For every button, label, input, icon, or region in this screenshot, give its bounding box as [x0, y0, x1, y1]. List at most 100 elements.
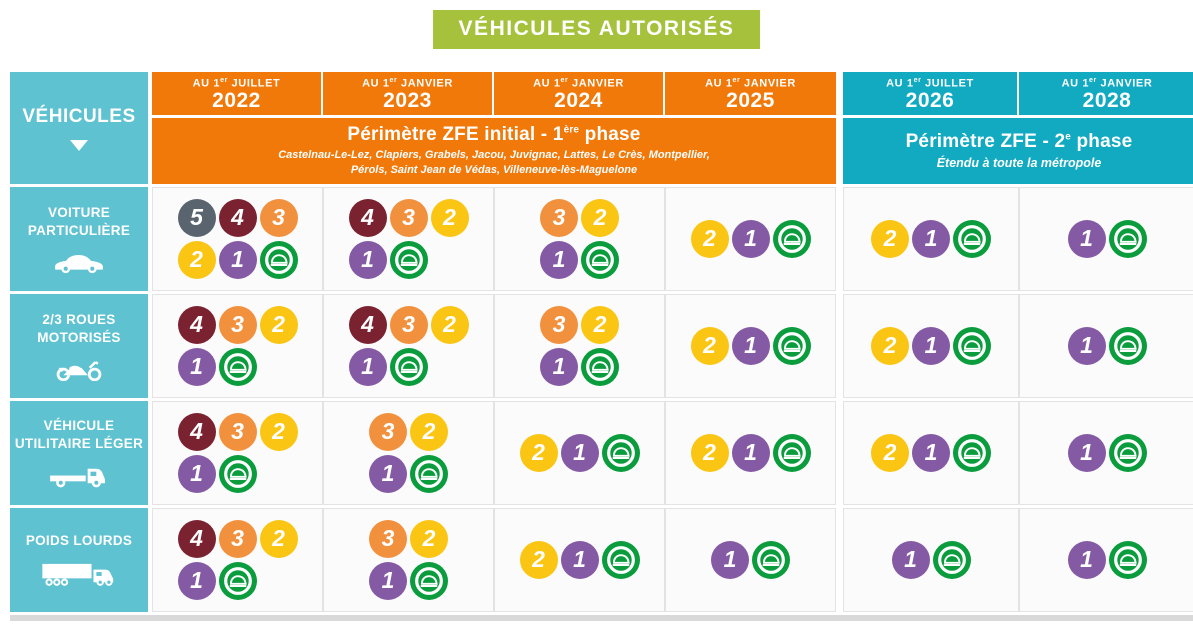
critair-badge-1: 1: [1067, 327, 1106, 365]
phase1-header: Périmètre ZFE initial - 1ère phase Caste…: [152, 118, 836, 184]
critair-electric-badge: [259, 241, 298, 279]
critair-badge-3: 3: [389, 306, 428, 344]
critair-badge-1: 1: [348, 348, 387, 386]
critair-electric-badge: [772, 220, 811, 258]
critair-badge-1: 1: [369, 455, 407, 493]
critair-electric-badge: [218, 562, 257, 600]
semi-truck-icon: [40, 561, 118, 588]
critair-badge-3: 3: [369, 520, 407, 558]
critair-badge-2: 2: [581, 306, 619, 344]
vehicles-table: VÉHICULES Périmètre ZFE initial - 1ère p…: [10, 72, 1193, 612]
critair-badge-4: 4: [177, 520, 216, 558]
cell-2-3-roues-motorises-2028: 1: [1019, 294, 1193, 398]
row-label-text: VÉHICULE UTILITAIRE LÉGER: [14, 417, 144, 451]
critair-badge-2: 2: [519, 541, 558, 579]
critair-badge-1: 1: [731, 434, 770, 472]
badge-line: 1: [369, 455, 448, 493]
phase2-title-sup: e: [1065, 131, 1072, 143]
critair-badge-1: 1: [1067, 541, 1106, 579]
column-date-label: AU 1er JUILLET: [886, 77, 974, 90]
column-header-2022: AU 1er JUILLET 2022: [152, 72, 323, 115]
column-header-2023: AU 1er JANVIER 2023: [323, 72, 494, 115]
critair-badge-3: 3: [389, 199, 428, 237]
badge-group: 1: [1067, 325, 1147, 367]
critair-badge-1: 1: [891, 541, 930, 579]
critair-badge-2: 2: [430, 306, 469, 344]
critair-badge-1: 1: [177, 455, 216, 493]
critair-electric-badge: [953, 220, 991, 258]
critair-electric-badge: [389, 241, 428, 279]
critair-badge-2: 2: [430, 199, 469, 237]
column-year: 2028: [1082, 88, 1132, 112]
row-label-text: 2/3 ROUES MOTORISÉS: [37, 311, 121, 345]
critair-badge-4: 4: [218, 199, 257, 237]
critair-electric-badge: [389, 348, 428, 386]
critair-badge-1: 1: [912, 327, 950, 365]
critair-badge-2: 2: [410, 413, 448, 451]
badge-line: 1: [1067, 220, 1147, 258]
badge-line: 1: [540, 348, 619, 386]
flatbed-truck-icon: [48, 464, 110, 489]
badge-group: 1: [1067, 432, 1147, 474]
critair-electric-badge: [218, 455, 257, 493]
critair-badge-1: 1: [731, 220, 770, 258]
critair-badge-2: 2: [259, 413, 298, 451]
critair-electric-badge: [932, 541, 971, 579]
critair-electric-badge: [601, 434, 640, 472]
critair-badge-2: 2: [581, 199, 619, 237]
critair-electric-badge: [410, 562, 448, 600]
critair-badge-2: 2: [690, 220, 729, 258]
critair-electric-badge: [218, 348, 257, 386]
critair-electric-badge: [581, 241, 619, 279]
phase2-header: Périmètre ZFE - 2e phase Étendu à toute …: [843, 118, 1193, 184]
critair-badge-2: 2: [177, 241, 216, 279]
critair-badge-1: 1: [218, 241, 257, 279]
cell-poids-lourds-2026: 1: [843, 508, 1019, 612]
critair-badge-4: 4: [348, 199, 387, 237]
row-header-2-3-roues-motorises: 2/3 ROUES MOTORISÉS: [10, 294, 148, 398]
phase1-title: Périmètre ZFE initial - 1ère phase: [347, 124, 640, 146]
page-title-banner: VÉHICULES AUTORISÉS: [432, 10, 761, 49]
phase1-communes: Castelnau-Le-Lez, Clapiers, Grabels, Jac…: [278, 149, 710, 176]
critair-badge-3: 3: [218, 413, 257, 451]
cell-poids-lourds-2025: 1: [665, 508, 836, 612]
row-label-text: POIDS LOURDS: [25, 532, 133, 548]
badge-line: 1: [348, 348, 428, 386]
critair-badge-2: 2: [259, 306, 298, 344]
column-year: 2025: [726, 88, 775, 112]
critair-badge-2: 2: [690, 434, 729, 472]
critair-electric-badge: [772, 434, 811, 472]
badge-line: 1: [711, 541, 790, 579]
badge-line: 1: [177, 348, 257, 386]
badge-group: 1: [1067, 539, 1147, 581]
phase2-subtitle: Étendu à toute la métropole: [936, 155, 1102, 170]
cell-vehicule-utilitaire-leger-2028: 1: [1019, 401, 1193, 505]
row-header-poids-lourds: POIDS LOURDS: [10, 508, 148, 612]
critair-badge-1: 1: [348, 241, 387, 279]
critair-electric-badge: [772, 327, 811, 365]
corner-label: VÉHICULES: [22, 105, 136, 127]
